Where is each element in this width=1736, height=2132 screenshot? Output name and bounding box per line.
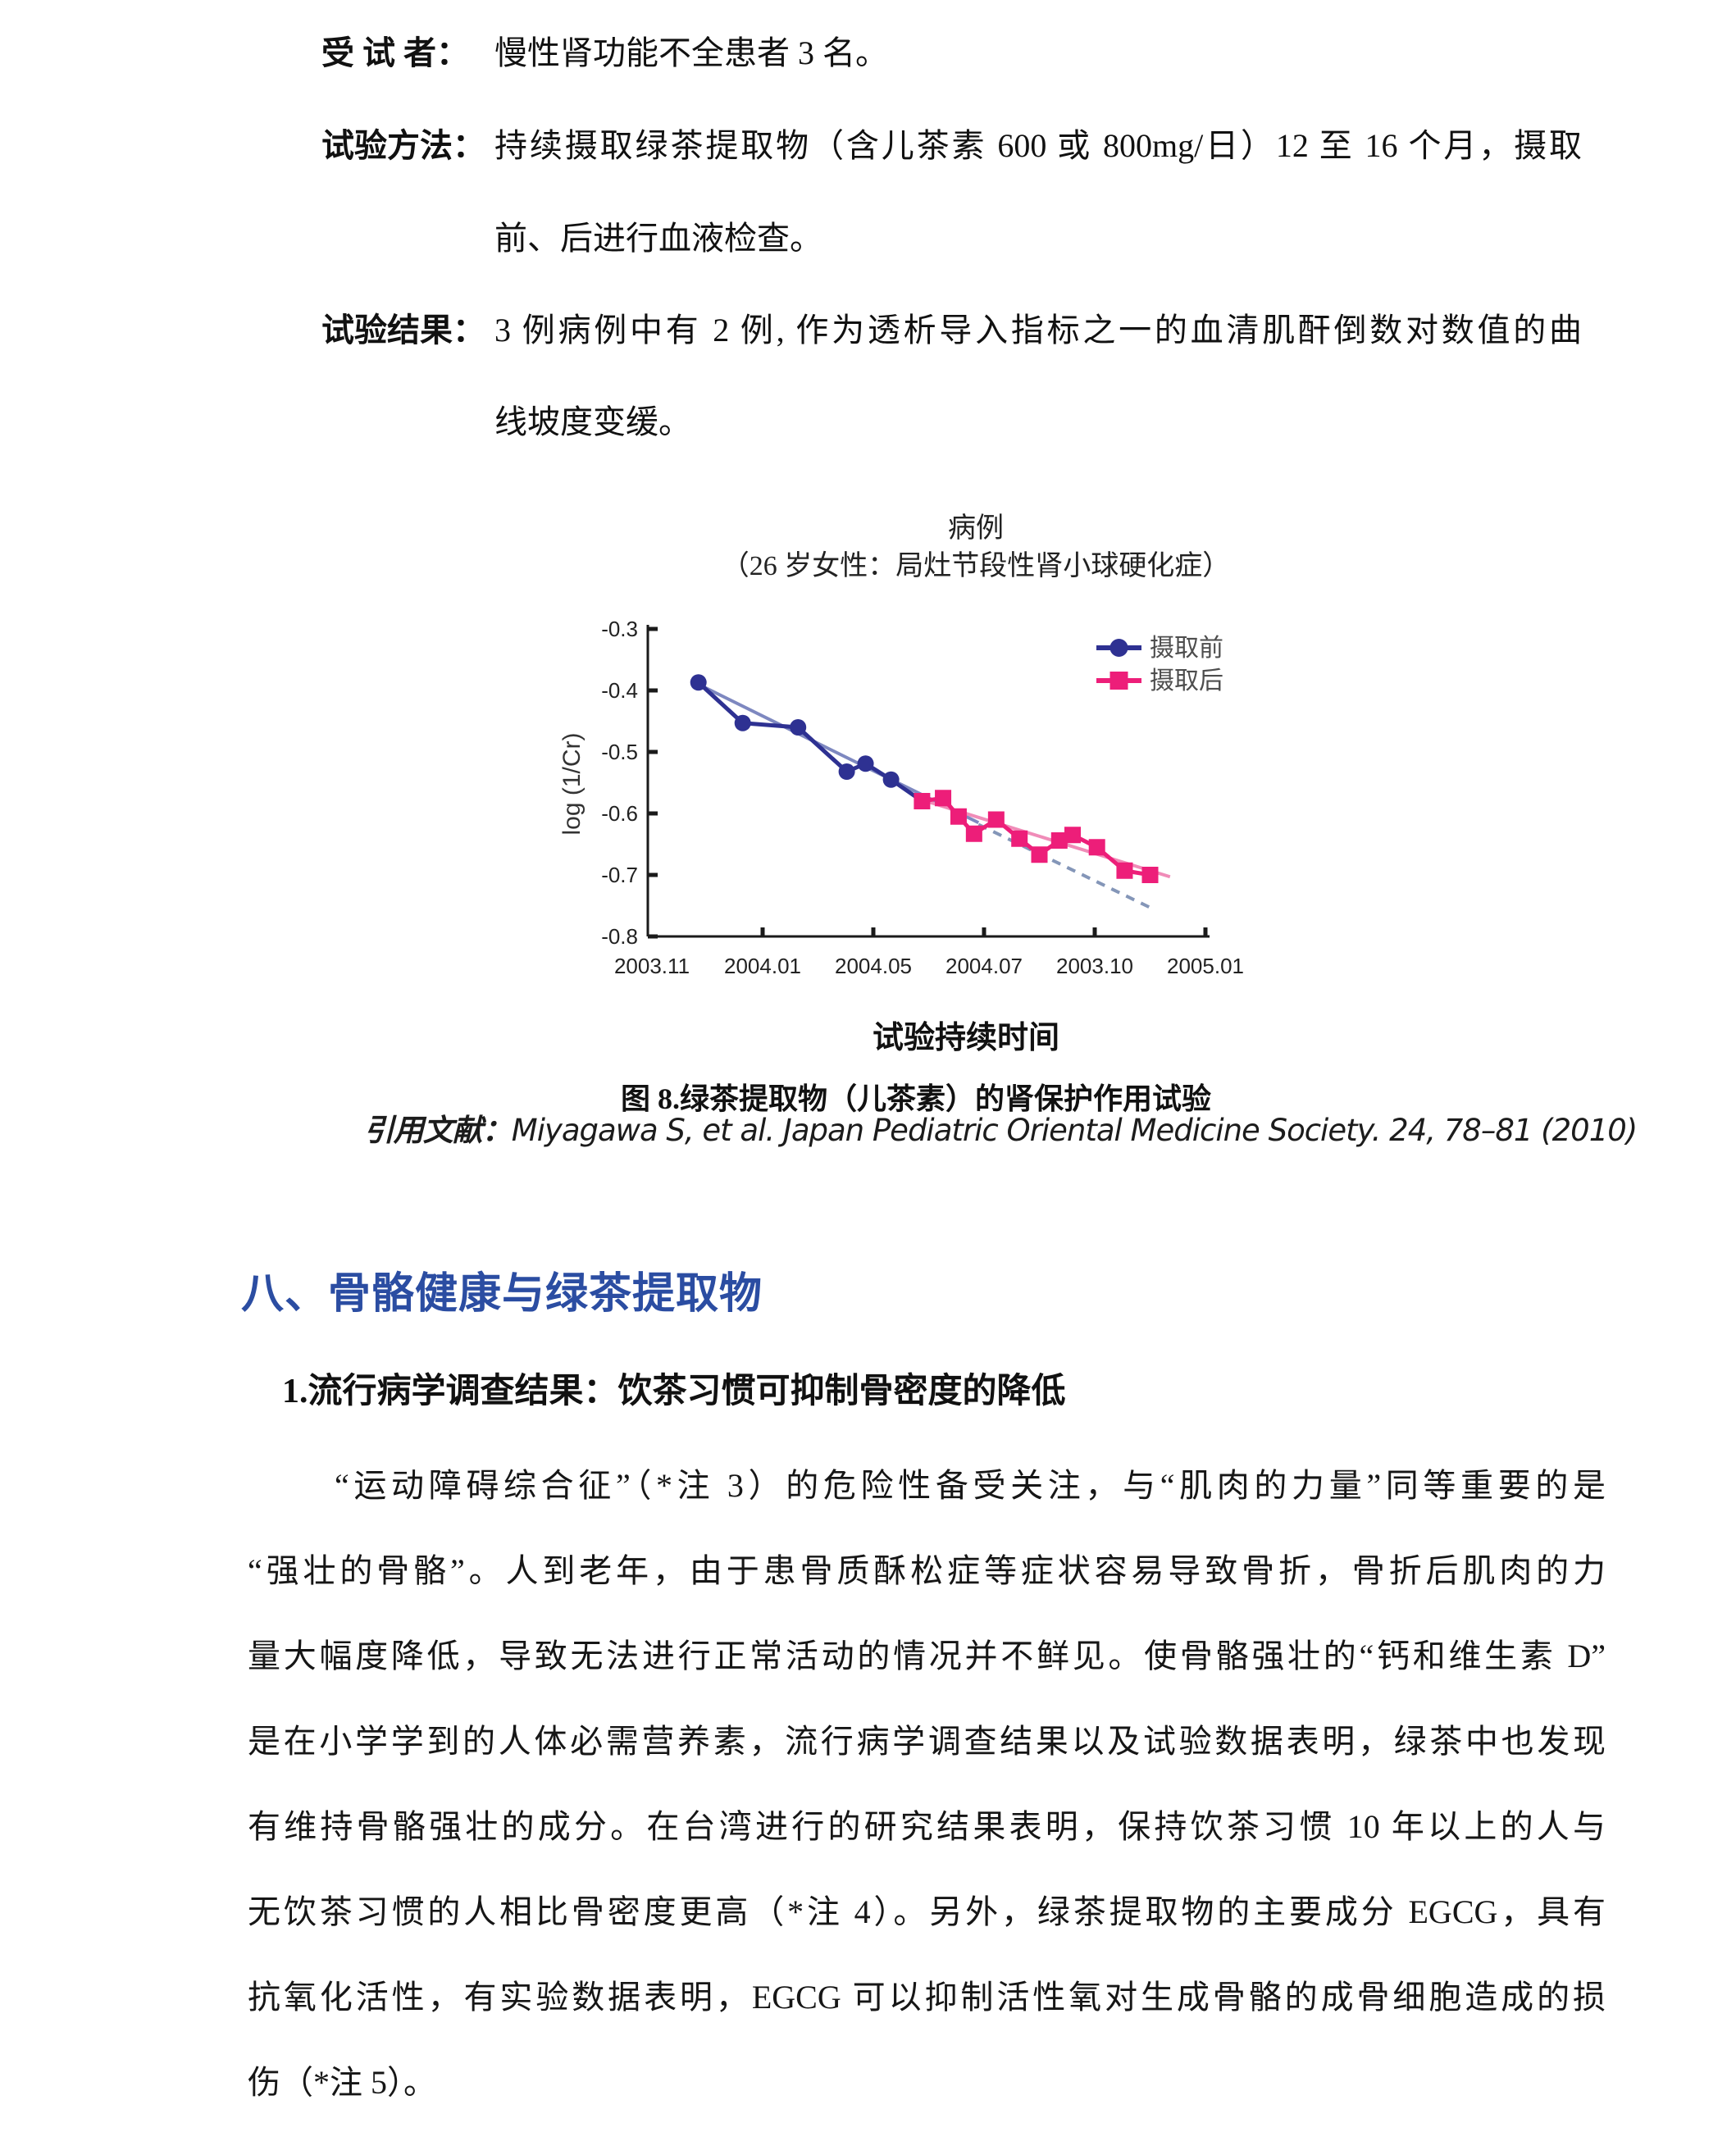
method-label: 试验方法： <box>321 127 485 164</box>
data-point-摄取前 <box>882 771 900 788</box>
paragraph-line: “运动障碍综合征”（*注 3）的危险性备受关注，与“肌肉的力量”同等重要的是 <box>335 1467 1606 1504</box>
y-tick-label: -0.6 <box>601 801 638 826</box>
x-tick-label: 2004.01 <box>724 954 801 978</box>
chart-title-block: 病例 （26 岁女性：局灶节段性肾小球硬化症） <box>566 510 1386 585</box>
data-point-摄取前 <box>790 719 807 736</box>
chart-xaxis-label: 试验持续时间 <box>872 1021 1059 1055</box>
x-tick-label: 2004.07 <box>945 954 1023 978</box>
data-point-摄取后 <box>1141 867 1159 883</box>
y-axis-title: log (1/Cr) <box>558 732 586 835</box>
paragraph-line: 伤（*注 5）。 <box>248 2064 436 2101</box>
data-point-摄取后 <box>1116 862 1133 879</box>
data-point-摄取前 <box>690 674 707 691</box>
y-tick-label: -0.7 <box>601 863 638 887</box>
chart-subtitle: （26 岁女性：局灶节段性肾小球硬化症） <box>721 551 1231 581</box>
section-heading: 八、骨骼健康与绿茶提取物 <box>241 1271 763 1318</box>
kidney-chart: -0.3 -0.4 -0.5 -0.6 -0.7 -0.8 2003.11 2004.01 20… <box>558 617 1244 978</box>
body-paragraph: “运动障碍综合征”（*注 3）的危险性备受关注，与“肌肉的力量”同等重要的是 “强… <box>248 1443 1606 2125</box>
method-text-line1: 持续摄取绿茶提取物（含儿茶素 600 或 800mg/日）12 至 16 个月，… <box>494 127 1582 164</box>
subsection-heading: 1.流行病学调查结果：饮茶习惯可抑制骨密度的降低 <box>282 1373 1066 1410</box>
data-point-摄取后 <box>1031 846 1048 863</box>
x-tick-label: 2003.10 <box>1056 954 1133 978</box>
data-point-摄取后 <box>1064 827 1081 844</box>
y-tick-label: -0.8 <box>601 924 638 949</box>
paragraph-line: 有维持骨骼强壮的成分。在台湾进行的研究结果表明，保持饮茶习惯 10 年以上的人与 <box>248 1808 1606 1845</box>
data-point-摄取前 <box>734 714 751 731</box>
data-point-摄取后 <box>965 825 982 842</box>
data-point-摄取后 <box>987 811 1005 828</box>
legend-label: 摄取后 <box>1150 667 1223 695</box>
data-point-摄取后 <box>914 793 931 809</box>
paragraph-line: 无饮茶习惯的人相比骨密度更高（*注 4）。另外，绿茶提取物的主要成分 EGCG，… <box>248 1893 1606 1930</box>
result-label: 试验结果： <box>321 312 485 348</box>
legend-marker <box>1109 672 1128 690</box>
subjects-label: 受 试 者： <box>321 34 469 71</box>
figure-caption: 图 8.绿茶提取物（儿茶素）的肾保护作用试验 <box>620 1082 1211 1115</box>
data-point-摄取后 <box>950 808 967 825</box>
data-point-摄取后 <box>1011 830 1028 847</box>
paragraph-line: 抗氧化活性，有实验数据表明，EGCG 可以抑制活性氧对生成骨骼的成骨细胞造成的损 <box>248 1979 1606 2016</box>
subjects-text: 慢性肾功能不全患者 3 名。 <box>494 34 888 71</box>
x-tick-label: 2004.05 <box>835 954 912 978</box>
citation-label: 引用文献： <box>363 1114 513 1148</box>
y-tick-label: -0.4 <box>601 678 638 703</box>
data-point-摄取后 <box>1088 839 1105 856</box>
paragraph-line: 是在小学学到的人体必需营养素，流行病学调查结果以及试验数据表明，绿茶中也发现 <box>248 1723 1606 1760</box>
data-point-摄取前 <box>838 763 855 780</box>
figure-citation: 引用文献：Miyagawa S, et al. Japan Pediatric … <box>328 1105 1673 1150</box>
legend-marker <box>1109 639 1128 657</box>
data-point-摄取前 <box>857 755 874 772</box>
y-tick-label: -0.5 <box>601 740 638 764</box>
chart-title: 病例 <box>948 513 1004 544</box>
citation-text: Miyagawa S, et al. Japan Pediatric Orien… <box>511 1113 1638 1148</box>
data-point-摄取后 <box>935 790 952 807</box>
y-tick-label: -0.3 <box>601 617 638 641</box>
result-text-line1: 3 例病例中有 2 例, 作为透析导入指标之一的血清肌酐倒数对数值的曲 <box>494 312 1582 348</box>
result-text-line2: 线坡度变缓。 <box>494 403 691 440</box>
paragraph-line: “强壮的骨骼”。人到老年，由于患骨质酥松症等症状容易导致骨折，骨折后肌肉的力 <box>248 1552 1606 1589</box>
legend-label: 摄取前 <box>1150 635 1223 662</box>
x-tick-label: 2005.01 <box>1167 954 1244 978</box>
x-tick-label: 2003.11 <box>614 954 690 978</box>
paragraph-line: 量大幅度降低，导致无法进行正常活动的情况并不鲜见。使骨骼强壮的“钙和维生素 D” <box>248 1638 1606 1674</box>
data-point-摄取后 <box>1050 832 1068 849</box>
method-text-line2: 前、后进行血液检查。 <box>494 220 822 257</box>
